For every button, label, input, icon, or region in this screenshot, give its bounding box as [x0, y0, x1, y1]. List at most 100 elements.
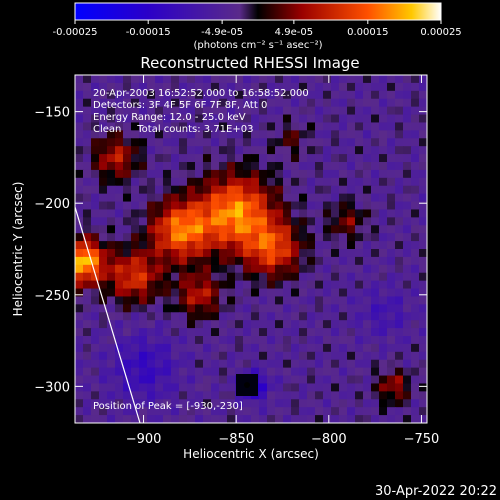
- heatmap-cell: [155, 391, 164, 400]
- heatmap-cell: [83, 98, 92, 108]
- heatmap-cell: [235, 256, 244, 266]
- heatmap-cell: [395, 359, 404, 369]
- heatmap-cell: [283, 343, 292, 353]
- heatmap-cell: [83, 296, 92, 305]
- heatmap-cell: [155, 407, 164, 416]
- heatmap-cell: [387, 98, 396, 108]
- x-tick-label: −800: [311, 432, 347, 447]
- heatmap-cell: [339, 162, 348, 171]
- heatmap-cell: [163, 201, 172, 211]
- heatmap-cell: [235, 193, 244, 203]
- heatmap-cell: [323, 177, 332, 187]
- heatmap-cell: [75, 185, 84, 195]
- heatmap-cell: [267, 256, 276, 266]
- heatmap-cell: [307, 367, 316, 377]
- heatmap-cell: [339, 138, 348, 147]
- heatmap-cell: [219, 399, 228, 408]
- heatmap-cell: [203, 375, 212, 385]
- heatmap-cell: [155, 320, 164, 329]
- heatmap-cell: [91, 90, 100, 100]
- heatmap-cell: [187, 320, 196, 329]
- heatmap-cell: [219, 264, 228, 274]
- heatmap-cell: [411, 177, 420, 187]
- heatmap-cell: [211, 343, 220, 353]
- heatmap-cell: [75, 75, 84, 84]
- heatmap-cell: [99, 217, 108, 226]
- heatmap-cell: [307, 241, 316, 250]
- heatmap-cell: [339, 336, 348, 345]
- heatmap-cell: [371, 343, 380, 353]
- heatmap-cell: [227, 146, 236, 155]
- heatmap-cell: [219, 288, 228, 298]
- heatmap-cell: [395, 193, 404, 203]
- heatmap-cell: [363, 359, 372, 369]
- heatmap-cell: [171, 288, 180, 298]
- heatmap-cell: [235, 138, 244, 147]
- heatmap-cell: [203, 193, 212, 203]
- heatmap-cell: [235, 359, 244, 369]
- heatmap-cell: [139, 177, 148, 187]
- heatmap-cell: [171, 391, 180, 400]
- heatmap-cell: [91, 169, 100, 179]
- heatmap-cell: [363, 201, 372, 211]
- heatmap-cell: [355, 399, 364, 408]
- heatmap-cell: [395, 351, 404, 361]
- heatmap-cell: [179, 177, 188, 187]
- heatmap-cell: [211, 146, 220, 155]
- heatmap-cell: [123, 154, 132, 163]
- heatmap-cell: [83, 249, 92, 258]
- heatmap-cell: [387, 241, 396, 250]
- heatmap-cell: [171, 225, 180, 234]
- heatmap-cell: [283, 296, 292, 305]
- heatmap-cell: [211, 256, 220, 266]
- heatmap-cell: [259, 351, 268, 361]
- heatmap-cell: [91, 328, 100, 337]
- heatmap-cell: [219, 296, 228, 305]
- heatmap-cell: [331, 241, 340, 250]
- heatmap-cell: [299, 154, 308, 163]
- heatmap-cell: [179, 209, 188, 218]
- heatmap-cell: [235, 367, 244, 377]
- heatmap-cell: [275, 90, 284, 100]
- heatmap-cell: [139, 114, 148, 124]
- heatmap-cell: [147, 169, 156, 179]
- heatmap-cell: [227, 407, 236, 416]
- heatmap-cell: [235, 264, 244, 274]
- heatmap-cell: [347, 193, 356, 203]
- heatmap-cell: [75, 312, 84, 321]
- heatmap-cell: [371, 177, 380, 187]
- heatmap-cell: [139, 201, 148, 211]
- heatmap-cell: [195, 383, 204, 392]
- heatmap-cell: [187, 312, 196, 321]
- heatmap-cell: [395, 399, 404, 408]
- heatmap-cell: [219, 193, 228, 203]
- heatmap-cell: [139, 391, 148, 400]
- heatmap-cell: [83, 82, 92, 92]
- heatmap-cell: [403, 162, 412, 171]
- heatmap-cell: [275, 383, 284, 392]
- heatmap-cell: [187, 241, 196, 250]
- heatmap-cell: [83, 288, 92, 298]
- heatmap-cell: [291, 201, 300, 211]
- heatmap-cell: [307, 217, 316, 226]
- heatmap-cell: [123, 138, 132, 147]
- heatmap-cell: [307, 343, 316, 353]
- heatmap-cell: [115, 122, 124, 131]
- heatmap-cell: [227, 225, 236, 234]
- heatmap-cell: [291, 82, 300, 92]
- heatmap-cell: [371, 256, 380, 266]
- heatmap-cell: [179, 256, 188, 266]
- heatmap-cell: [75, 391, 84, 400]
- heatmap-cell: [355, 296, 364, 305]
- heatmap-cell: [267, 249, 276, 258]
- heatmap-cell: [75, 336, 84, 345]
- heatmap-cell: [339, 288, 348, 298]
- heatmap-cell: [91, 225, 100, 234]
- heatmap-cell: [307, 185, 316, 195]
- heatmap-cell: [115, 272, 124, 282]
- heatmap-cell: [275, 106, 284, 116]
- heatmap-cell: [179, 217, 188, 226]
- heatmap-cell: [307, 177, 316, 187]
- heatmap-cell: [147, 336, 156, 345]
- heatmap-cell: [283, 328, 292, 337]
